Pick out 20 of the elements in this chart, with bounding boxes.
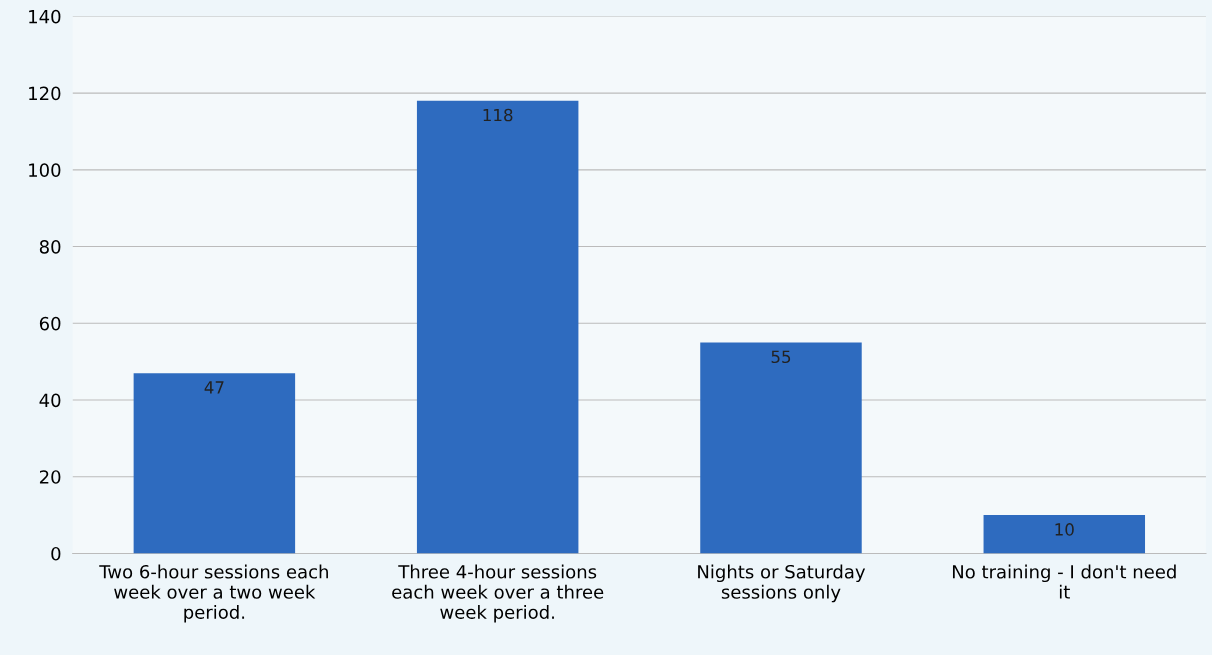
y-tick-label: 0	[51, 546, 61, 561]
bar	[416, 100, 579, 554]
y-tick-label: 20	[39, 470, 61, 484]
data-label: 47	[204, 381, 224, 394]
bar	[700, 342, 862, 554]
x-tick-label: Nights or Saturday sessions only	[698, 564, 866, 603]
data-label: 55	[771, 350, 791, 364]
y-tick-label: 100	[29, 163, 61, 177]
bar	[133, 373, 296, 554]
y-tick-label: 80	[39, 240, 61, 254]
x-tick-label: Two 6-hour sessions each week over a two week period.	[99, 564, 328, 623]
x-tick-label: Three 4-hour sessions each week over a three week period.	[392, 564, 604, 623]
y-tick-label: 120	[29, 86, 61, 101]
bar	[983, 515, 1146, 554]
data-label: 118	[483, 108, 513, 122]
y-tick-label: 60	[39, 316, 61, 331]
y-tick-label: 40	[39, 393, 61, 408]
data-label: 10	[1055, 523, 1074, 536]
x-tick-label: No training - I don't need it	[952, 564, 1176, 599]
y-tick-label: 140	[29, 9, 61, 24]
